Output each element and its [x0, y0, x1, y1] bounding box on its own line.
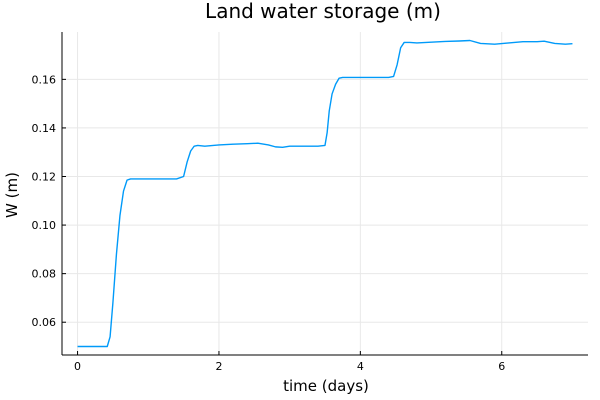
y-tick-label: 0.10 — [32, 219, 57, 232]
series-layer — [77, 39, 573, 348]
y-tick-label: 0.08 — [32, 268, 57, 281]
tick-labels: 0 2 4 6 0.06 0.08 0.10 0.12 0.14 0.16 — [32, 73, 506, 373]
y-tick-label: 0.16 — [32, 73, 57, 86]
chart-title: Land water storage (m) — [205, 0, 441, 23]
x-axis-label: time (days) — [283, 377, 369, 395]
x-tick-label: 6 — [498, 360, 505, 373]
y-tick-label: 0.12 — [32, 171, 57, 184]
y-axis-label: W (m) — [3, 172, 21, 218]
x-tick-label: 0 — [74, 360, 81, 373]
y-tick-label: 0.14 — [32, 122, 57, 135]
grid — [62, 32, 588, 355]
x-tick-label: 4 — [357, 360, 364, 373]
x-tick-label: 2 — [215, 360, 222, 373]
y-tick-label: 0.06 — [32, 316, 57, 329]
axes — [61, 32, 588, 356]
series-line — [77, 39, 573, 348]
